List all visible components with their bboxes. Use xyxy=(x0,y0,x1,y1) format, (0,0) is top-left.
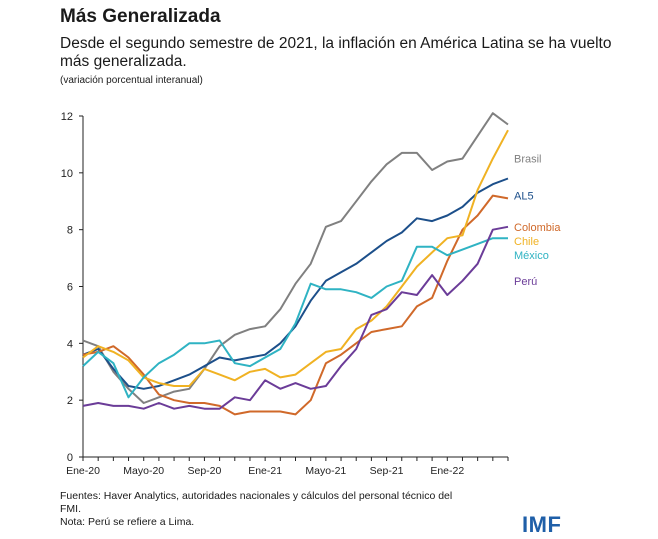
y-tick-label: 8 xyxy=(67,225,73,237)
series-label-Brasil: Brasil xyxy=(514,154,542,166)
series-label-Chile: Chile xyxy=(514,236,539,248)
y-tick-label: 12 xyxy=(61,111,73,123)
imf-logo: IMF xyxy=(522,512,562,537)
y-tick-label: 6 xyxy=(67,282,73,294)
y-tick-label: 0 xyxy=(67,452,73,464)
x-tick-label: Sep-20 xyxy=(187,465,221,477)
x-tick-label: Ene-22 xyxy=(430,465,464,477)
series-line-Chile xyxy=(82,129,509,387)
series-label-Perú: Perú xyxy=(514,276,537,288)
series-label-AL5: AL5 xyxy=(514,191,534,203)
x-tick-label: Mayo-21 xyxy=(305,465,346,477)
source-note: Fuentes: Haver Analytics, autoridades na… xyxy=(60,490,453,515)
x-tick-label: Sep-21 xyxy=(370,465,404,477)
series-line-México xyxy=(82,237,508,399)
x-tick-label: Mayo-20 xyxy=(123,465,164,477)
x-tick-label: Ene-20 xyxy=(66,465,100,477)
series-line-Colombia xyxy=(82,194,509,416)
unit-note: (variación porcentual interanual) xyxy=(60,75,203,86)
y-tick-label: 2 xyxy=(67,395,73,407)
series-label-Colombia: Colombia xyxy=(514,222,561,234)
series-line-Perú xyxy=(82,225,509,410)
series-line-Brasil xyxy=(82,112,509,404)
y-tick-label: 10 xyxy=(61,168,73,180)
chart-title: Más Generalizada xyxy=(60,6,221,27)
y-tick-label: 4 xyxy=(67,338,73,350)
note-text: Nota: Perú se refiere a Lima. xyxy=(60,516,195,528)
series-label-México: México xyxy=(514,250,549,262)
x-tick-label: Ene-21 xyxy=(248,465,282,477)
chart-subtitle: Desde el segundo semestre de 2021, la in… xyxy=(60,35,612,70)
footer: Fuentes: Haver Analytics, autoridades na… xyxy=(60,490,460,529)
